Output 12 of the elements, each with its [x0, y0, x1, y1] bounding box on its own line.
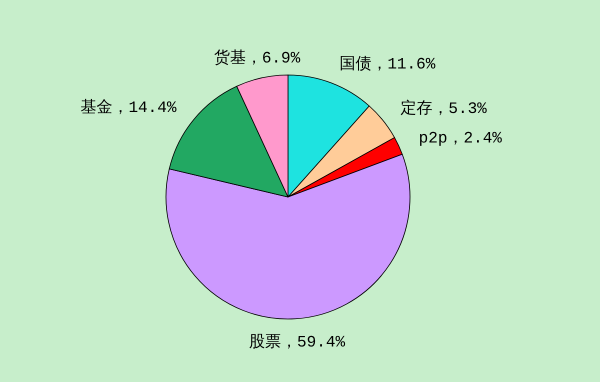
data-label: ，5.3%: [432, 100, 488, 118]
slice-label: 国债: [339, 55, 372, 74]
data-label: ，2.4%: [447, 130, 502, 148]
slice-label: 货基: [214, 48, 246, 68]
slice-label: 基金: [80, 98, 112, 117]
slice-label: p2p: [418, 130, 448, 148]
data-label: ，6.9%: [246, 49, 301, 68]
data-label: ，59.4%: [281, 334, 346, 352]
slice-label: 股票: [249, 334, 282, 352]
slice-label: 定存: [400, 98, 432, 118]
data-label: ，14.4%: [112, 98, 177, 117]
data-label: ，11.6%: [371, 55, 436, 74]
